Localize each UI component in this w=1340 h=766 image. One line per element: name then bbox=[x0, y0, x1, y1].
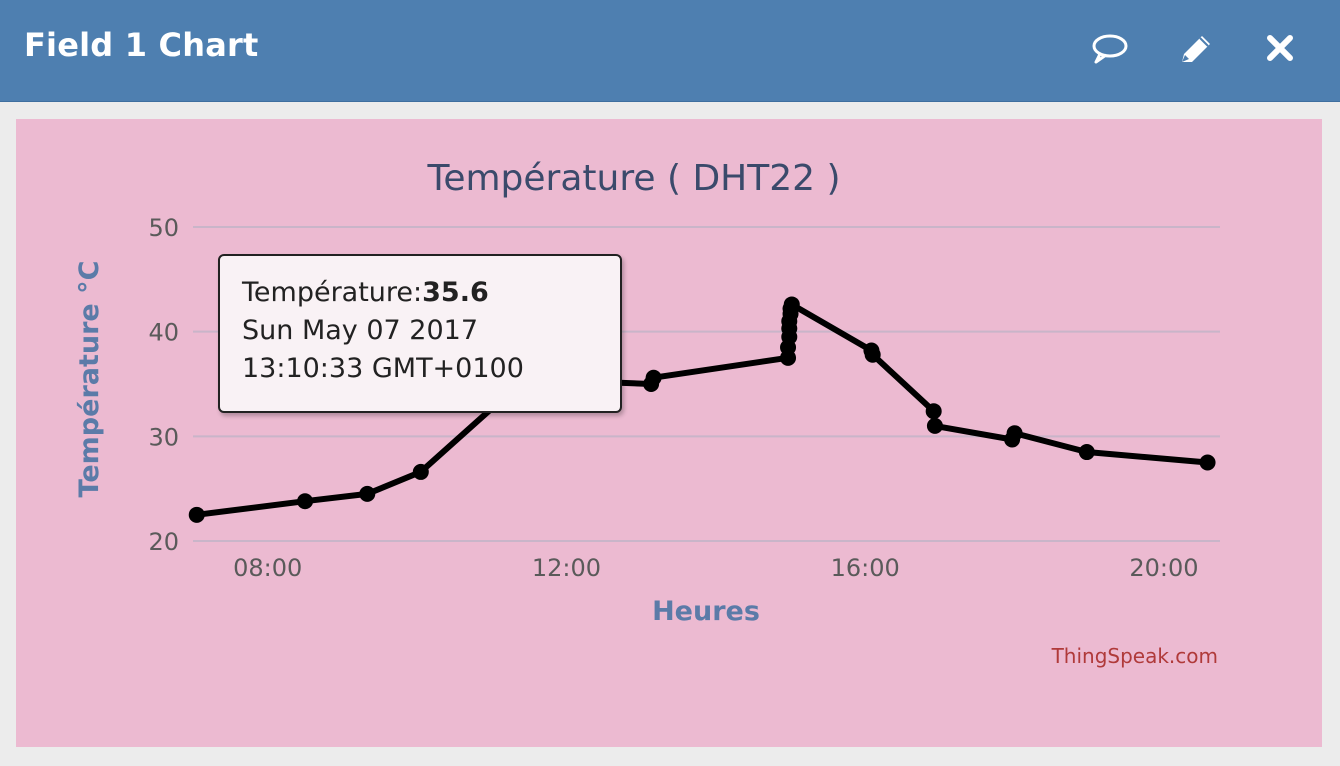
y-tick-label: 50 bbox=[148, 214, 179, 242]
data-point[interactable] bbox=[297, 493, 314, 510]
data-point[interactable] bbox=[864, 346, 881, 363]
data-point[interactable] bbox=[1078, 444, 1095, 461]
y-tick-label: 20 bbox=[148, 528, 179, 556]
x-tick-label: 16:00 bbox=[831, 554, 900, 582]
x-axis-label: Heures bbox=[652, 596, 760, 627]
data-point[interactable] bbox=[925, 403, 942, 420]
window-title: Field 1 Chart bbox=[24, 26, 259, 64]
tooltip-value-line: Température:35.6 bbox=[242, 274, 600, 312]
tooltip-label: Température: bbox=[242, 277, 423, 308]
data-point[interactable] bbox=[1199, 454, 1216, 471]
data-point[interactable] bbox=[645, 369, 662, 386]
comment-button[interactable] bbox=[1088, 28, 1132, 68]
close-button[interactable] bbox=[1258, 28, 1302, 68]
x-tick-label: 12:00 bbox=[532, 554, 601, 582]
data-point[interactable] bbox=[359, 485, 376, 502]
y-axis-ticks: 20 30 40 50 bbox=[148, 214, 179, 556]
thingspeak-credit-link[interactable]: ThingSpeak.com bbox=[1051, 644, 1218, 668]
chart: Température ( DHT22 ) 20 30 40 50 08:00 12:0… bbox=[74, 158, 1220, 668]
edit-button[interactable] bbox=[1174, 28, 1218, 68]
chart-panel: Température ( DHT22 ) 20 30 40 50 08:00 12:0… bbox=[16, 119, 1322, 747]
y-axis-label: Température °C bbox=[74, 261, 105, 498]
data-point[interactable] bbox=[783, 296, 800, 313]
x-tick-label: 08:00 bbox=[233, 554, 302, 582]
x-axis-ticks: 08:00 12:00 16:00 20:00 bbox=[233, 554, 1198, 582]
data-tooltip: Température:35.6 Sun May 07 2017 13:10:3… bbox=[218, 254, 622, 413]
comment-icon bbox=[1092, 34, 1128, 64]
tooltip-time: 13:10:33 GMT+0100 bbox=[242, 353, 524, 384]
y-tick-label: 40 bbox=[148, 319, 179, 347]
pencil-icon bbox=[1182, 36, 1210, 62]
y-tick-label: 30 bbox=[148, 423, 179, 451]
data-point[interactable] bbox=[1006, 425, 1023, 442]
data-point[interactable] bbox=[188, 506, 205, 523]
chart-title: Température ( DHT22 ) bbox=[426, 158, 840, 199]
window-header: Field 1 Chart bbox=[0, 0, 1340, 102]
data-point[interactable] bbox=[926, 417, 943, 434]
close-icon bbox=[1267, 35, 1293, 61]
tooltip-date: Sun May 07 2017 bbox=[242, 315, 478, 346]
tooltip-value: 35.6 bbox=[422, 277, 489, 308]
x-tick-label: 20:00 bbox=[1129, 554, 1198, 582]
data-point[interactable] bbox=[412, 463, 429, 480]
